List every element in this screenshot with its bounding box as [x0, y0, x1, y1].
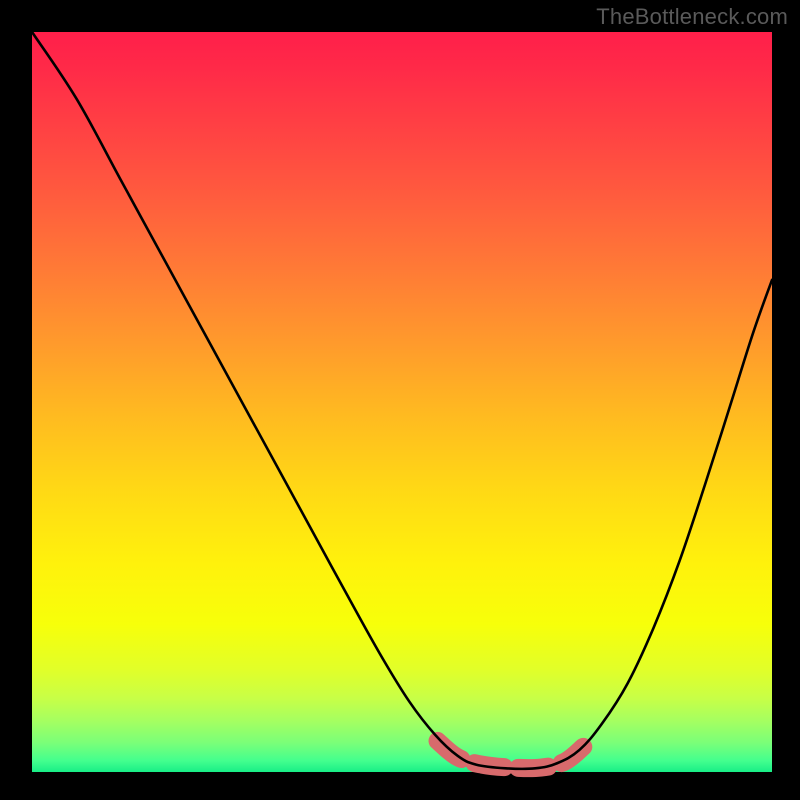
chart-stage: TheBottleneck.com — [0, 0, 800, 800]
watermark-text: TheBottleneck.com — [596, 4, 788, 30]
chart-canvas — [0, 0, 800, 800]
plot-background — [32, 32, 772, 772]
